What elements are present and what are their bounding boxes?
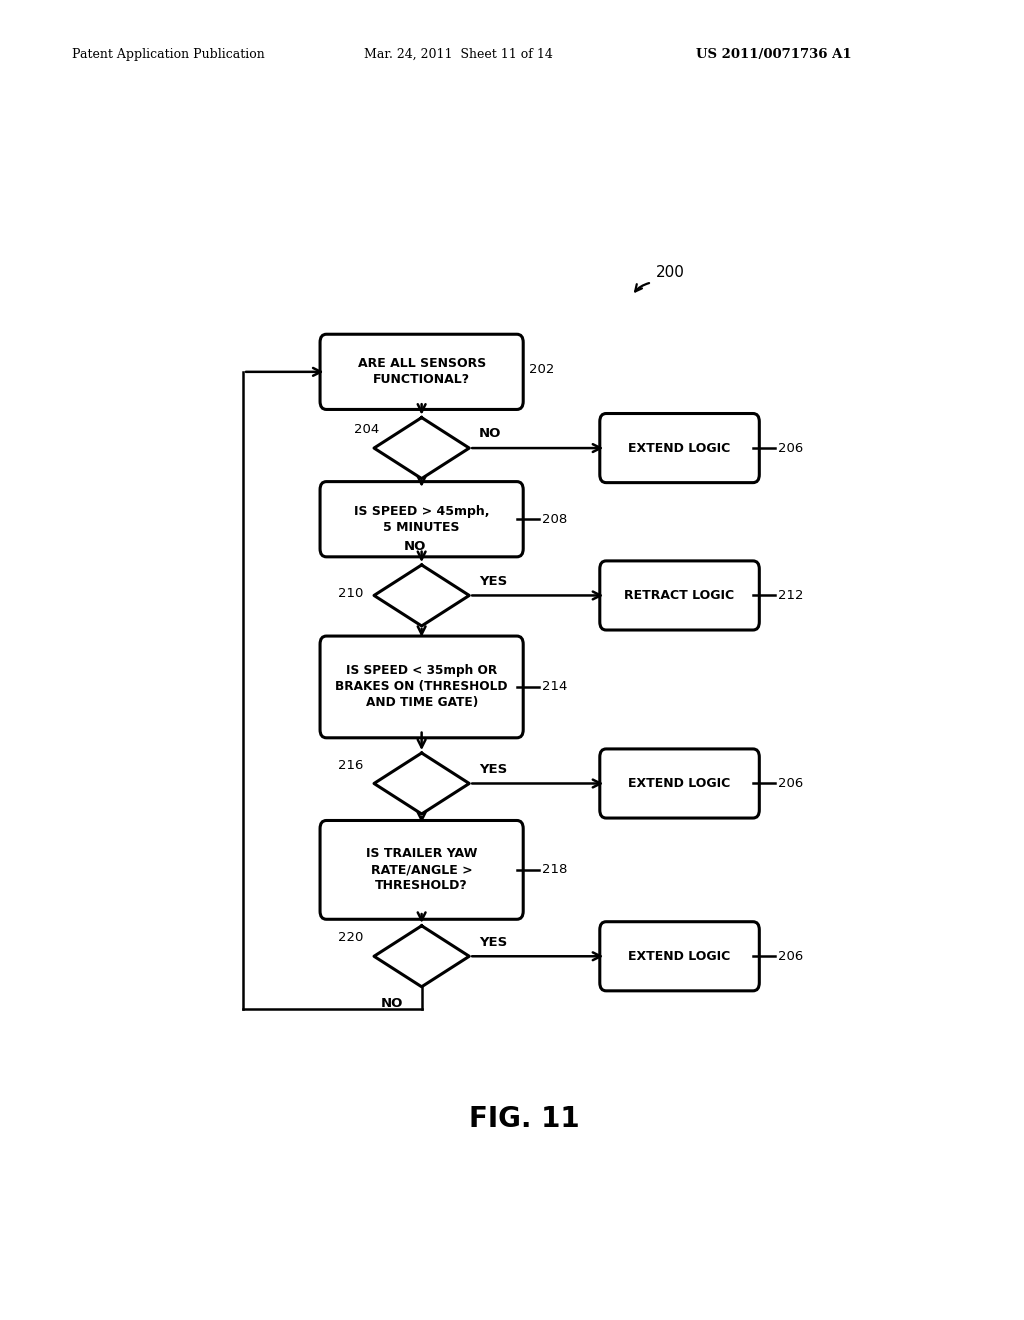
Text: ARE ALL SENSORS
FUNCTIONAL?: ARE ALL SENSORS FUNCTIONAL? <box>357 358 485 387</box>
FancyBboxPatch shape <box>321 482 523 557</box>
Text: 214: 214 <box>543 680 567 693</box>
Text: YES: YES <box>479 763 507 776</box>
Text: US 2011/0071736 A1: US 2011/0071736 A1 <box>696 48 852 61</box>
Text: 210: 210 <box>338 587 364 599</box>
Text: NO: NO <box>380 824 402 837</box>
Text: 216: 216 <box>338 759 364 772</box>
FancyBboxPatch shape <box>600 748 760 818</box>
Polygon shape <box>374 417 469 479</box>
FancyBboxPatch shape <box>600 561 760 630</box>
FancyBboxPatch shape <box>600 413 760 483</box>
Text: 206: 206 <box>778 777 804 789</box>
Text: 206: 206 <box>778 442 804 454</box>
Text: EXTEND LOGIC: EXTEND LOGIC <box>629 442 731 454</box>
Polygon shape <box>374 565 469 626</box>
Text: 202: 202 <box>528 363 554 376</box>
Text: NO: NO <box>479 428 501 441</box>
Text: 218: 218 <box>543 863 567 876</box>
Text: 208: 208 <box>543 512 567 525</box>
Text: 212: 212 <box>778 589 804 602</box>
FancyBboxPatch shape <box>321 821 523 919</box>
Text: FIG. 11: FIG. 11 <box>469 1105 581 1133</box>
Text: 204: 204 <box>354 424 380 437</box>
Text: 220: 220 <box>338 932 364 945</box>
Text: EXTEND LOGIC: EXTEND LOGIC <box>629 777 731 789</box>
Text: IS SPEED > 45mph,
5 MINUTES: IS SPEED > 45mph, 5 MINUTES <box>354 504 489 533</box>
Text: YES: YES <box>479 574 507 587</box>
FancyBboxPatch shape <box>600 921 760 991</box>
FancyBboxPatch shape <box>321 334 523 409</box>
Text: NO: NO <box>380 636 402 648</box>
Text: Mar. 24, 2011  Sheet 11 of 14: Mar. 24, 2011 Sheet 11 of 14 <box>364 48 552 61</box>
Text: RETRACT LOGIC: RETRACT LOGIC <box>625 589 734 602</box>
FancyBboxPatch shape <box>321 636 523 738</box>
Text: IS SPEED < 35mph OR
BRAKES ON (THRESHOLD
AND TIME GATE): IS SPEED < 35mph OR BRAKES ON (THRESHOLD… <box>336 664 508 709</box>
Polygon shape <box>374 925 469 987</box>
Polygon shape <box>374 752 469 814</box>
Text: IS TRAILER YAW
RATE/ANGLE >
THRESHOLD?: IS TRAILER YAW RATE/ANGLE > THRESHOLD? <box>366 847 477 892</box>
Text: NO: NO <box>380 997 402 1010</box>
Text: 200: 200 <box>655 265 685 280</box>
Text: Patent Application Publication: Patent Application Publication <box>72 48 264 61</box>
Text: YES: YES <box>380 488 409 502</box>
Text: NO: NO <box>404 540 426 553</box>
Text: EXTEND LOGIC: EXTEND LOGIC <box>629 950 731 962</box>
Text: YES: YES <box>479 936 507 949</box>
Text: 206: 206 <box>778 950 804 962</box>
